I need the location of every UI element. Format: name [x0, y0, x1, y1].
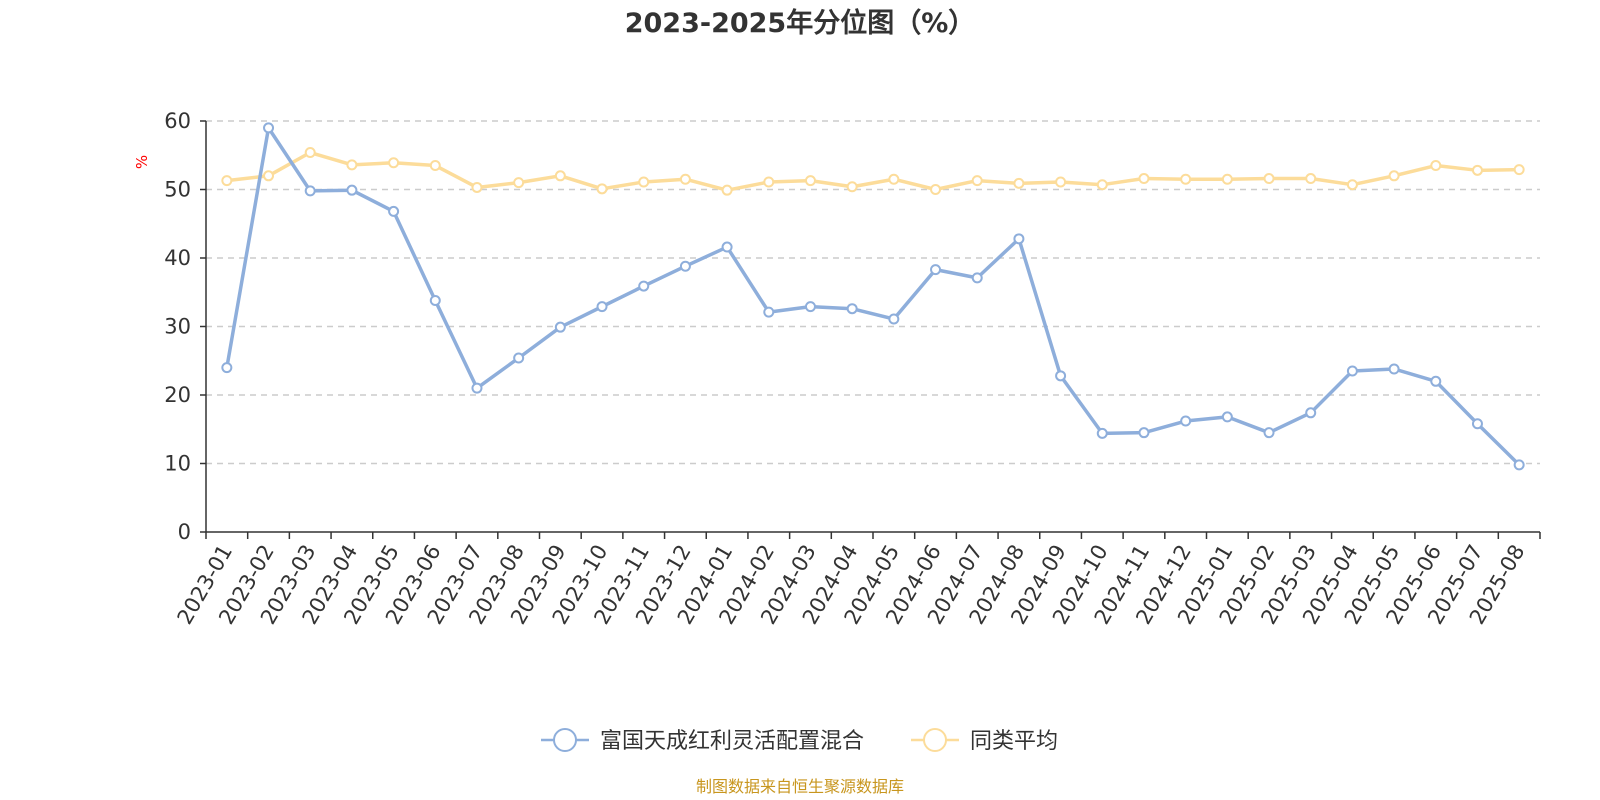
data-point[interactable] [638, 176, 650, 188]
series-2 [221, 147, 1525, 196]
series-line-1 [225, 126, 1521, 467]
y-tick-label-30: 30 [164, 315, 191, 339]
data-point[interactable] [804, 175, 816, 187]
data-point[interactable] [1513, 164, 1525, 176]
data-point[interactable] [846, 303, 858, 315]
y-tick-label-40: 40 [164, 246, 191, 270]
data-point[interactable] [763, 176, 775, 188]
y-tick-label-60: 60 [164, 109, 191, 133]
legend[interactable]: 富国天成红利灵活配置混合 同类平均 [541, 728, 1058, 754]
data-point[interactable] [1221, 173, 1233, 185]
legend-label: 富国天成红利灵活配置混合 [600, 729, 864, 754]
data-point[interactable] [1180, 415, 1192, 427]
data-point[interactable] [1138, 427, 1150, 439]
grid-lines [206, 120, 1540, 465]
data-point[interactable] [888, 313, 900, 325]
data-point[interactable] [1430, 160, 1442, 172]
data-point[interactable] [596, 301, 608, 313]
data-point[interactable] [679, 260, 691, 272]
data-point[interactable] [1180, 173, 1192, 185]
data-point[interactable] [721, 241, 733, 253]
data-point[interactable] [554, 321, 566, 333]
data-point[interactable] [513, 352, 525, 364]
legend-marker [923, 728, 947, 752]
data-point[interactable] [471, 181, 483, 193]
data-point[interactable] [679, 173, 691, 185]
data-point[interactable] [304, 147, 316, 159]
series-1 [221, 122, 1525, 471]
y-tick-label-20: 20 [164, 383, 191, 407]
data-point[interactable] [1388, 170, 1400, 182]
data-point[interactable] [1096, 427, 1108, 439]
chart-title: 2023-2025年分位图（%） [625, 7, 976, 39]
data-point[interactable] [346, 184, 358, 196]
data-point[interactable] [888, 173, 900, 185]
data-point[interactable] [1013, 177, 1025, 189]
data-point[interactable] [263, 122, 275, 134]
data-point[interactable] [1055, 370, 1067, 382]
data-point[interactable] [721, 184, 733, 196]
data-point[interactable] [971, 272, 983, 284]
data-point[interactable] [638, 280, 650, 292]
data-point[interactable] [1096, 179, 1108, 191]
data-point[interactable] [1471, 418, 1483, 430]
data-point[interactable] [221, 362, 233, 374]
data-point[interactable] [1388, 363, 1400, 375]
data-point[interactable] [346, 159, 358, 171]
legend-item-2[interactable]: 同类平均 [911, 728, 1058, 754]
legend-marker [553, 728, 577, 752]
data-point[interactable] [763, 306, 775, 318]
data-point[interactable] [1430, 375, 1442, 387]
data-point[interactable] [804, 301, 816, 313]
data-point[interactable] [471, 382, 483, 394]
series-lines [221, 122, 1525, 471]
data-point[interactable] [1513, 459, 1525, 471]
data-point[interactable] [429, 160, 441, 172]
data-point[interactable] [1138, 173, 1150, 185]
data-point[interactable] [930, 184, 942, 195]
series-line-2 [226, 150, 1520, 192]
data-point[interactable] [388, 205, 400, 217]
y-tick-label-50: 50 [164, 178, 191, 202]
data-point[interactable] [304, 185, 316, 197]
data-point[interactable] [1346, 179, 1358, 191]
data-point[interactable] [1305, 173, 1317, 185]
data-point[interactable] [1346, 365, 1358, 377]
data-point[interactable] [263, 170, 275, 182]
data-point[interactable] [596, 183, 608, 195]
data-point[interactable] [846, 181, 858, 193]
data-point[interactable] [1305, 407, 1317, 419]
data-point[interactable] [221, 175, 233, 187]
data-point[interactable] [1471, 164, 1483, 176]
data-point[interactable] [388, 157, 400, 169]
y-tick-label-10: 10 [164, 452, 191, 476]
data-point[interactable] [513, 177, 525, 189]
data-point[interactable] [971, 175, 983, 187]
legend-label: 同类平均 [970, 729, 1058, 754]
data-point[interactable] [930, 264, 942, 276]
y-axis-unit: % [133, 155, 151, 169]
data-point[interactable] [1263, 173, 1275, 185]
data-point[interactable] [554, 170, 566, 182]
data-point[interactable] [1013, 233, 1025, 245]
data-point[interactable] [1055, 176, 1067, 188]
legend-item-1[interactable]: 富国天成红利灵活配置混合 [541, 728, 864, 754]
data-point[interactable] [429, 294, 441, 306]
data-point[interactable] [1263, 427, 1275, 439]
data-source-note: 制图数据来自恒生聚源数据库 [696, 777, 904, 796]
y-tick-label-0: 0 [178, 520, 191, 544]
data-point[interactable] [1221, 411, 1233, 423]
